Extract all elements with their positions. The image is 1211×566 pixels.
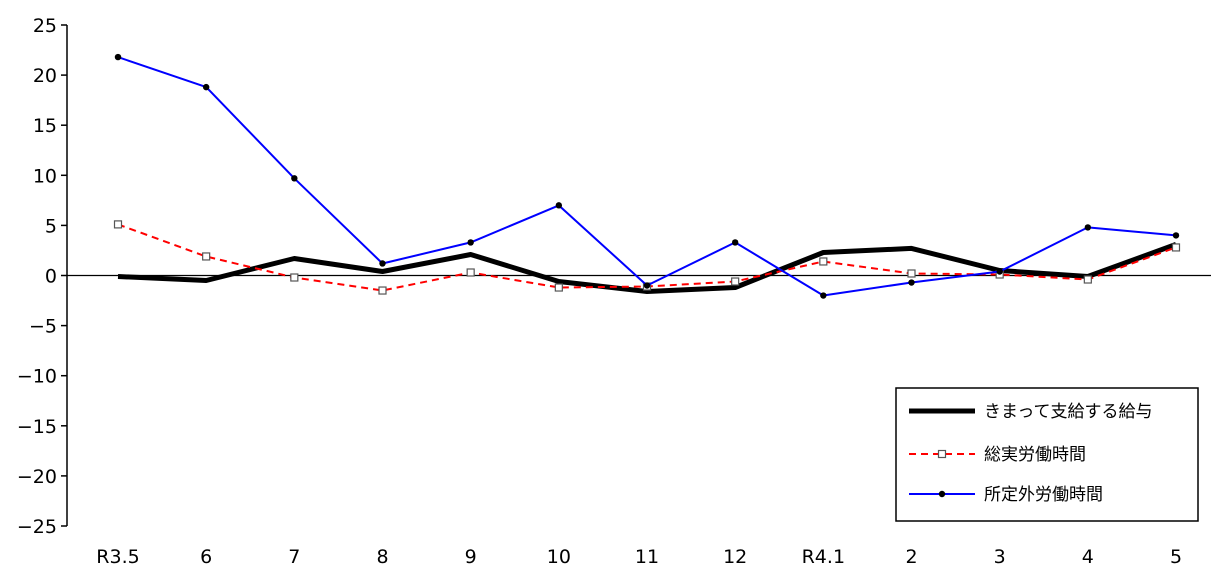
series-2-point bbox=[643, 282, 651, 289]
series-1-point bbox=[202, 252, 211, 261]
series-1-point bbox=[1083, 275, 1092, 284]
series-lines bbox=[113, 53, 1181, 299]
x-tick-label: 7 bbox=[288, 546, 300, 566]
y-tick-label: 0 bbox=[45, 266, 57, 288]
x-tick-label: 8 bbox=[376, 546, 388, 566]
series-2-point bbox=[467, 239, 474, 246]
series-2-point bbox=[1172, 232, 1180, 239]
x-tick-label: 6 bbox=[200, 546, 212, 566]
x-tick-label: 4 bbox=[1082, 546, 1094, 566]
series-2-point bbox=[114, 53, 122, 61]
series-line-2 bbox=[117, 56, 1177, 297]
series-2-point bbox=[820, 292, 827, 299]
x-tick-label: 10 bbox=[547, 546, 571, 566]
legend-label-1: 総実労働時間 bbox=[984, 445, 1086, 465]
y-tick-label: −15 bbox=[17, 416, 57, 438]
legend-label-2: 所定外労働時間 bbox=[984, 485, 1103, 505]
series-1-point bbox=[466, 268, 475, 277]
legend-marker-2 bbox=[938, 490, 946, 498]
legend-marker-1 bbox=[937, 449, 947, 459]
x-tick-label: 2 bbox=[905, 546, 917, 566]
series-2-point bbox=[1084, 224, 1092, 231]
series-1-point bbox=[731, 277, 740, 286]
y-tick-label: 25 bbox=[33, 15, 57, 37]
y-tick-label: 5 bbox=[45, 215, 57, 237]
series-2-point bbox=[202, 83, 210, 91]
y-tick-label: 20 bbox=[33, 65, 57, 87]
series-1-point bbox=[554, 283, 563, 292]
series-1-point bbox=[907, 269, 916, 278]
series-2-point bbox=[555, 202, 563, 209]
series-2-point bbox=[291, 175, 298, 182]
y-tick-label: −25 bbox=[17, 516, 57, 538]
y-tick-label: −20 bbox=[17, 466, 57, 488]
series-1-point bbox=[1171, 243, 1181, 252]
x-tick-label: 11 bbox=[635, 546, 659, 566]
x-tick-label: 5 bbox=[1170, 546, 1182, 566]
series-2-point bbox=[996, 268, 1003, 275]
y-tick-label: −5 bbox=[29, 316, 57, 338]
x-tick-label: R4.1 bbox=[802, 546, 845, 566]
series-1-point bbox=[378, 286, 387, 295]
series-2-point bbox=[731, 239, 739, 246]
x-tick-label: 12 bbox=[723, 546, 747, 566]
y-tick-label: 10 bbox=[33, 165, 57, 187]
series-1-point bbox=[113, 220, 123, 229]
y-tick-label: 15 bbox=[33, 115, 57, 137]
series-2-point bbox=[379, 260, 386, 267]
y-tick-label: −10 bbox=[17, 366, 57, 388]
x-tick-label: R3.5 bbox=[96, 546, 139, 566]
y-axis: 25 20 15 10 5 0 −5 −10 −15 −20 −25 bbox=[17, 15, 68, 538]
x-tick-label: 3 bbox=[994, 546, 1006, 566]
series-1-point bbox=[290, 273, 299, 282]
series-1-point bbox=[819, 257, 828, 266]
series-line-1 bbox=[117, 223, 1177, 292]
series-2-point bbox=[908, 279, 915, 286]
legend-label-0: きまって支給する給与 bbox=[984, 402, 1152, 422]
x-tick-label: 9 bbox=[465, 546, 477, 566]
